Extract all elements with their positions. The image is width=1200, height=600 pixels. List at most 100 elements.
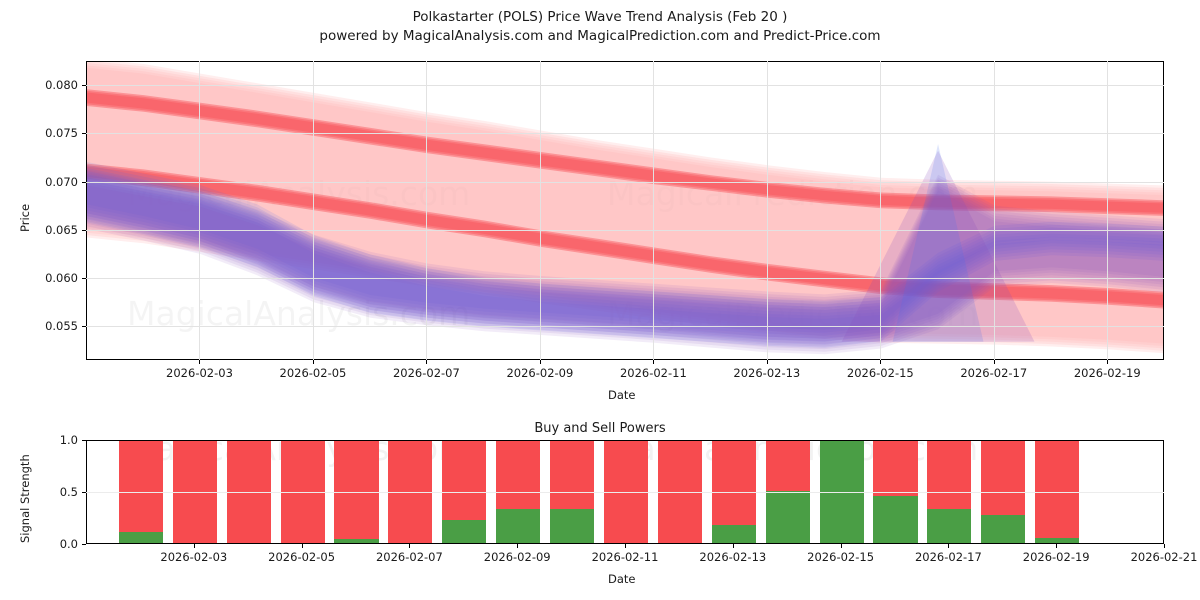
y-tick-mark — [82, 230, 86, 231]
x-tick-mark — [302, 544, 303, 548]
x-tick-mark — [767, 360, 768, 364]
x-tick-label: 2026-02-05 — [268, 550, 335, 564]
x-tick-mark — [653, 360, 654, 364]
x-tick-label: 2026-02-11 — [592, 550, 659, 564]
y-tick-mark — [82, 133, 86, 134]
x-tick-label: 2026-02-03 — [166, 366, 233, 380]
y-tick-label: 1.0 — [38, 433, 78, 447]
x-tick-label: 2026-02-19 — [1074, 366, 1141, 380]
x-tick-mark — [1164, 544, 1165, 548]
sell-power-segment — [1035, 440, 1079, 538]
gridline-vertical — [880, 61, 881, 360]
buy-sell-powers-title: Buy and Sell Powers — [0, 421, 1200, 436]
y-tick-label: 0.055 — [28, 319, 78, 333]
gridline-horizontal — [86, 230, 1164, 231]
gridline-vertical — [1107, 61, 1108, 360]
price-wave-chart: MagicalAnalysis.com MagicalPrediction.co… — [86, 61, 1164, 360]
date-axis-label-bottom: Date — [608, 572, 636, 586]
gridline-vertical — [540, 61, 541, 360]
y-tick-mark — [82, 182, 86, 183]
buy-power-segment — [334, 539, 378, 543]
x-tick-label: 2026-02-07 — [376, 550, 443, 564]
price-wave-plot-area — [87, 62, 1164, 360]
x-tick-label: 2026-02-21 — [1131, 550, 1198, 564]
x-tick-mark — [880, 360, 881, 364]
x-tick-label: 2026-02-07 — [393, 366, 460, 380]
gridline-vertical — [313, 61, 314, 360]
x-tick-label: 2026-02-05 — [280, 366, 347, 380]
x-tick-label: 2026-02-13 — [699, 550, 766, 564]
buy-power-segment — [927, 509, 971, 543]
buy-power-segment — [442, 520, 486, 543]
gridline-horizontal — [86, 85, 1164, 86]
x-tick-label: 2026-02-15 — [847, 366, 914, 380]
y-tick-label: 0.080 — [28, 78, 78, 92]
x-tick-label: 2026-02-15 — [807, 550, 874, 564]
gridline-vertical — [767, 61, 768, 360]
gridline-vertical — [994, 61, 995, 360]
buy-power-segment — [712, 525, 756, 543]
gridline-horizontal — [86, 133, 1164, 134]
x-tick-mark — [625, 544, 626, 548]
sell-power-segment — [334, 440, 378, 539]
x-tick-label: 2026-02-09 — [506, 366, 573, 380]
x-tick-mark — [1056, 544, 1057, 548]
y-tick-label: 0.060 — [28, 271, 78, 285]
y-tick-mark — [82, 85, 86, 86]
y-tick-mark — [82, 278, 86, 279]
x-tick-mark — [409, 544, 410, 548]
x-tick-mark — [426, 360, 427, 364]
x-tick-mark — [194, 544, 195, 548]
date-axis-label-top: Date — [608, 388, 636, 402]
y-tick-label: 0.0 — [38, 537, 78, 551]
y-tick-label: 0.5 — [38, 485, 78, 499]
chart-title-block: Polkastarter (POLS) Price Wave Trend Ana… — [0, 8, 1200, 46]
buy-power-segment — [981, 515, 1025, 543]
sell-power-segment — [873, 440, 917, 496]
buy-power-segment — [1035, 538, 1079, 543]
page-subtitle: powered by MagicalAnalysis.com and Magic… — [0, 27, 1200, 46]
gridline-vertical — [653, 61, 654, 360]
sell-power-segment — [496, 440, 540, 509]
buy-power-segment — [550, 509, 594, 543]
x-tick-mark — [994, 360, 995, 364]
y-tick-label: 0.065 — [28, 223, 78, 237]
page-title: Polkastarter (POLS) Price Wave Trend Ana… — [0, 8, 1200, 27]
sell-power-segment — [712, 440, 756, 525]
sell-power-segment — [442, 440, 486, 520]
x-tick-mark — [517, 544, 518, 548]
sell-power-segment — [766, 440, 810, 491]
gridline-horizontal — [86, 492, 1164, 493]
x-tick-mark — [540, 360, 541, 364]
sell-power-segment — [981, 440, 1025, 515]
y-tick-mark — [82, 326, 86, 327]
y-tick-label: 0.075 — [28, 126, 78, 140]
x-tick-label: 2026-02-19 — [1023, 550, 1090, 564]
sell-power-segment — [550, 440, 594, 509]
gridline-horizontal — [86, 278, 1164, 279]
gridline-horizontal — [86, 326, 1164, 327]
x-tick-label: 2026-02-11 — [620, 366, 687, 380]
sell-power-segment — [119, 440, 163, 532]
gridline-horizontal — [86, 182, 1164, 183]
y-tick-mark — [82, 492, 86, 493]
buy-power-segment — [496, 509, 540, 543]
x-tick-label: 2026-02-03 — [160, 550, 227, 564]
x-tick-mark — [948, 544, 949, 548]
buy-power-segment — [119, 532, 163, 543]
x-tick-mark — [841, 544, 842, 548]
sell-power-segment — [927, 440, 971, 509]
y-tick-label: 0.070 — [28, 175, 78, 189]
x-tick-label: 2026-02-13 — [733, 366, 800, 380]
y-tick-mark — [82, 544, 86, 545]
price-wave-analysis-page: Polkastarter (POLS) Price Wave Trend Ana… — [0, 0, 1200, 600]
gridline-vertical — [426, 61, 427, 360]
buy-power-segment — [766, 491, 810, 543]
price-axis-label: Price — [18, 204, 32, 232]
x-tick-mark — [1107, 360, 1108, 364]
x-tick-mark — [733, 544, 734, 548]
y-tick-mark — [82, 440, 86, 441]
gridline-vertical — [199, 61, 200, 360]
x-tick-mark — [313, 360, 314, 364]
x-tick-label: 2026-02-17 — [960, 366, 1027, 380]
